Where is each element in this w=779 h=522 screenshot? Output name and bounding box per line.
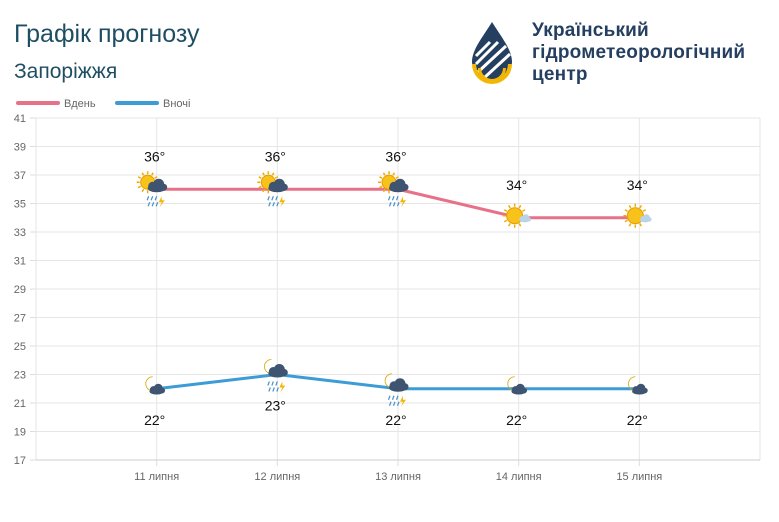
moon-cloud-icon xyxy=(507,376,528,395)
partly-cloudy-thunder-rain-icon xyxy=(136,171,168,208)
partly-cloudy-thunder-rain-icon xyxy=(378,171,409,208)
moon-cloud-thunder-rain-icon xyxy=(264,359,288,393)
temp-data-label: 22° xyxy=(627,412,648,428)
x-tick-label: 13 липня xyxy=(375,471,421,483)
org-name: Український гідрометеорологічний центр xyxy=(532,20,745,86)
y-tick-label: 29 xyxy=(14,284,26,296)
y-tick-label: 25 xyxy=(14,341,26,353)
y-tick-label: 35 xyxy=(14,199,26,211)
legend-label: Вночі xyxy=(163,98,190,110)
temp-data-label: 34° xyxy=(627,177,648,193)
y-tick-label: 21 xyxy=(14,398,26,410)
temp-data-label: 22° xyxy=(506,412,527,428)
org-name-line: центр xyxy=(532,64,588,85)
y-tick-label: 37 xyxy=(14,170,26,182)
org-name-line: Український xyxy=(532,20,649,41)
x-tick-label: 11 липня xyxy=(134,471,179,483)
x-tick-label: 14 липня xyxy=(496,471,542,483)
org-name-line: гідрометеорологічний xyxy=(532,42,746,63)
y-tick-label: 27 xyxy=(14,313,26,325)
moon-cloud-icon xyxy=(145,376,166,395)
partly-cloudy-thunder-rain-icon xyxy=(257,171,288,208)
moon-cloud-icon xyxy=(628,376,648,395)
temp-data-label: 22° xyxy=(385,412,406,428)
chart-title: Графік прогнозу xyxy=(14,20,200,48)
y-tick-label: 17 xyxy=(14,455,26,467)
y-tick-label: 39 xyxy=(14,142,26,154)
y-tick-label: 33 xyxy=(14,227,26,239)
sun-small-cloud-icon xyxy=(502,203,531,228)
series-line-segment xyxy=(396,187,521,220)
series-line-segment xyxy=(275,373,400,391)
sun-small-cloud-icon xyxy=(623,203,652,228)
city-name: Запоріжжя xyxy=(14,60,118,83)
temp-data-label: 22° xyxy=(144,412,165,428)
x-tick-label: 15 липня xyxy=(616,471,662,483)
temp-data-label: 36° xyxy=(265,148,286,164)
temp-data-label: 34° xyxy=(506,177,527,193)
y-tick-label: 19 xyxy=(14,427,26,439)
series-line-segment xyxy=(155,373,279,391)
y-tick-label: 23 xyxy=(14,370,26,382)
temp-data-label: 36° xyxy=(144,148,165,164)
moon-cloud-thunder-rain-icon xyxy=(384,373,409,407)
x-tick-label: 12 липня xyxy=(254,471,300,483)
y-tick-label: 41 xyxy=(14,113,26,125)
y-tick-label: 31 xyxy=(14,256,26,268)
temp-data-label: 36° xyxy=(385,148,406,164)
legend-label: Вдень xyxy=(64,98,96,110)
drop-logo-icon xyxy=(472,22,512,84)
temp-data-label: 23° xyxy=(265,398,286,414)
